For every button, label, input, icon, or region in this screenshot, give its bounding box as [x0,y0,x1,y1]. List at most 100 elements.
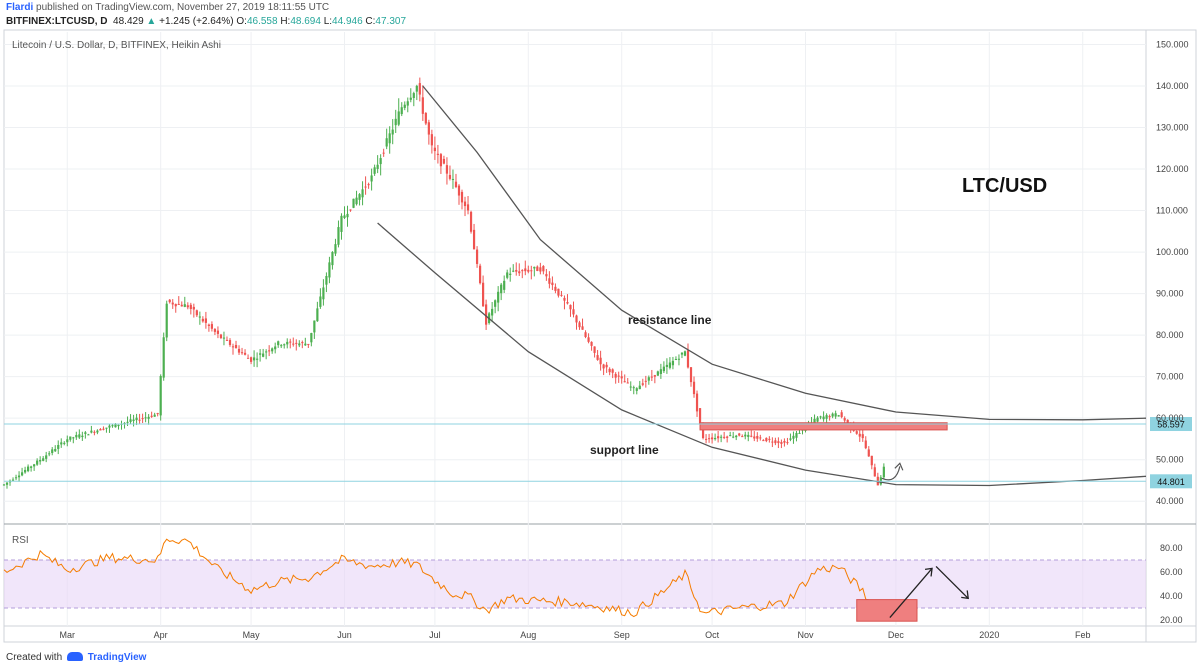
candle-body [602,364,605,369]
tradingview-logo-icon [66,652,83,661]
x-tick-label: Nov [798,630,815,640]
author-name[interactable]: Flardi [6,2,34,13]
candle-body [777,441,780,444]
candle-body [566,302,569,304]
candle-body [593,346,596,353]
candle-body [834,413,837,417]
candle-body [325,275,328,285]
candle-body [334,244,337,254]
candle-body [400,107,403,115]
candle-body [310,333,313,343]
candle-body [207,324,210,326]
rsi-line [3,538,885,618]
rsi-group [3,538,969,622]
candle-body [762,440,765,442]
candle-body [243,352,247,355]
candle-body [283,344,286,346]
ohlc-legend: BITFINEX:LTCUSD, D 48.429 ▲ +1.245 (+2.6… [6,16,406,27]
axes-group: Mar Apr May Jun Jul Aug Sep Oct Nov Dec 2020 Feb 40.… [60,39,1189,640]
grid-lines [4,30,1196,642]
candle-body [503,280,506,290]
candle-body [647,377,650,381]
tradingview-brand[interactable]: TradingView [87,652,147,663]
candle-body [714,437,717,440]
candle-body [99,429,102,431]
candle-body [581,326,584,330]
drawings-group: 58.597 44.801 [4,85,1192,489]
candle-body [57,444,60,449]
candle-body [533,266,536,269]
candle-body [406,101,409,106]
candle-body [695,393,699,412]
candle-body [816,417,819,422]
candle-body [735,435,738,438]
candle-body [319,296,322,307]
candle-body [201,318,204,322]
candle-body [692,381,696,395]
candle-body [530,270,533,272]
candle-body [42,458,45,461]
candle-body [180,304,183,307]
candle-body [738,433,741,436]
candle-body [304,343,307,346]
candle-body [222,337,226,339]
x-tick-label: Mar [60,630,76,640]
support-curve [377,222,1147,487]
rsi-tick-label: 40.00 [1160,591,1183,601]
candle-body [671,360,675,366]
candle-body [153,414,156,417]
candle-body [481,282,485,307]
candle-body [744,434,747,437]
candle-body [358,194,361,200]
candle-body [33,464,36,467]
candle-body [277,341,280,346]
candle-body [30,466,33,468]
high-value: 48.694 [290,16,321,27]
candle-body [599,357,602,365]
open-value: 46.558 [246,16,278,27]
candle-body [259,353,262,355]
candle-body [720,436,723,438]
price-change: +1.245 (+2.64%) [159,16,234,27]
x-tick-label: Oct [705,630,720,640]
candle-body [451,178,455,180]
candle-body [774,440,777,444]
candle-body [376,164,379,169]
candle-body [825,415,828,419]
candle-body [219,334,223,338]
candle-body [343,215,346,218]
candle-body [590,341,593,346]
candle-body [861,434,864,439]
candle-body [424,112,427,124]
candle-body [605,364,608,368]
candle-body [864,440,867,449]
candle-body [78,434,81,438]
candle-body [168,299,171,303]
candle-body [225,339,229,341]
candle-body [228,340,232,345]
candle-body [629,386,632,388]
candle-body [204,318,207,323]
candle-body [286,341,289,345]
candle-body [367,184,370,186]
candle-body [741,436,744,438]
candle-body [698,408,702,425]
rsi-tick-label: 20.00 [1160,615,1183,625]
high-label: H: [280,16,291,27]
candle-body [129,419,132,422]
candle-body [707,438,711,440]
candle-body [536,266,539,271]
candle-body [301,342,304,344]
candle-body [280,345,283,347]
rsi-oversold-box [856,599,918,622]
candle-body [472,229,476,250]
candle-body [623,381,626,383]
price-chart[interactable]: 58.597 44.801 Mar Apr May Jun Jul Aug Sep Oct Nov… [0,0,1200,650]
reversal-arrow [881,466,901,481]
rsi-band [4,559,1146,609]
candle-body [870,455,873,466]
candle-body [442,158,446,164]
candle-body [524,268,527,272]
candle-body [689,367,693,383]
candle-body [256,358,259,360]
